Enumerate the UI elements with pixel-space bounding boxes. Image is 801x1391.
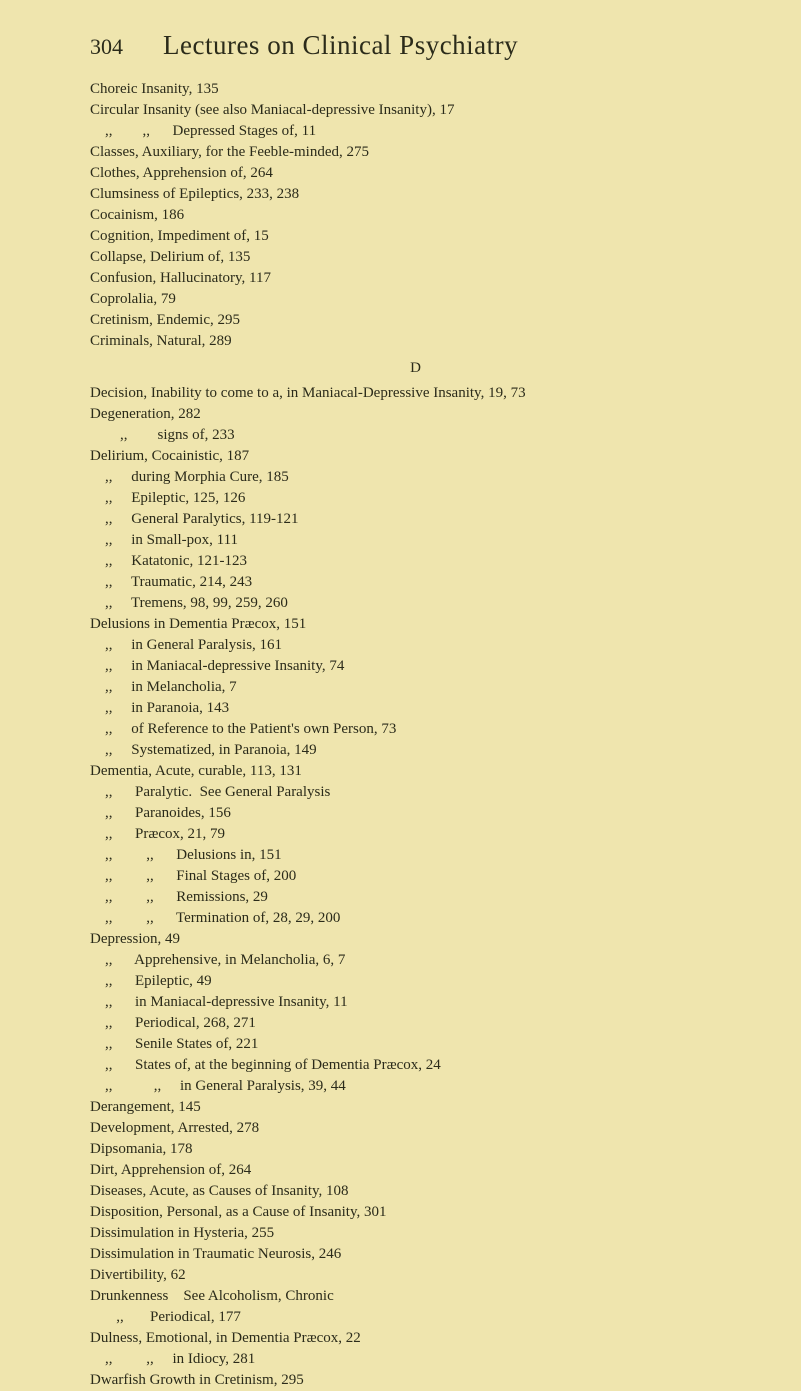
entries-d: Decision, Inability to come to a, in Man… — [90, 383, 741, 1391]
index-entry: Dulness, Emotional, in Dementia Præcox, … — [90, 1328, 741, 1349]
index-entry: Cognition, Impediment of, 15 — [90, 226, 741, 247]
index-entry: ,, ,, Termination of, 28, 29, 200 — [90, 908, 741, 929]
index-entry: Diseases, Acute, as Causes of Insanity, … — [90, 1181, 741, 1202]
index-entry: ,, in General Paralysis, 161 — [90, 635, 741, 656]
index-entry: ,, in Maniacal-depressive Insanity, 74 — [90, 656, 741, 677]
index-entry: ,, in Small-pox, 111 — [90, 530, 741, 551]
index-entry: ,, signs of, 233 — [90, 425, 741, 446]
index-entry: Delusions in Dementia Præcox, 151 — [90, 614, 741, 635]
section-letter: D — [90, 358, 741, 379]
index-entry: Derangement, 145 — [90, 1097, 741, 1118]
index-entry: ,, Epileptic, 125, 126 — [90, 488, 741, 509]
index-entry: Development, Arrested, 278 — [90, 1118, 741, 1139]
index-entry: ,, Præcox, 21, 79 — [90, 824, 741, 845]
index-entry: ,, Periodical, 268, 271 — [90, 1013, 741, 1034]
index-entry: Drunkenness See Alcoholism, Chronic — [90, 1286, 741, 1307]
index-entry: Dissimulation in Hysteria, 255 — [90, 1223, 741, 1244]
index-entry: Clothes, Apprehension of, 264 — [90, 163, 741, 184]
entries-c: Choreic Insanity, 135Circular Insanity (… — [90, 79, 741, 352]
index-entry: Classes, Auxiliary, for the Feeble-minde… — [90, 142, 741, 163]
index-entry: ,, ,, Depressed Stages of, 11 — [90, 121, 741, 142]
index-entry: Delirium, Cocainistic, 187 — [90, 446, 741, 467]
index-entry: ,, Tremens, 98, 99, 259, 260 — [90, 593, 741, 614]
index-entry: Criminals, Natural, 289 — [90, 331, 741, 352]
index-entry: ,, Paranoides, 156 — [90, 803, 741, 824]
index-entry: ,, Systematized, in Paranoia, 149 — [90, 740, 741, 761]
index-entry: Cretinism, Endemic, 295 — [90, 310, 741, 331]
index-entry: ,, States of, at the beginning of Dement… — [90, 1055, 741, 1076]
index-entry: Dementia, Acute, curable, 113, 131 — [90, 761, 741, 782]
page-number: 304 — [90, 34, 123, 60]
index-entry: Dirt, Apprehension of, 264 — [90, 1160, 741, 1181]
index-entry: Cocainism, 186 — [90, 205, 741, 226]
index-entry: Choreic Insanity, 135 — [90, 79, 741, 100]
index-entry: ,, in Melancholia, 7 — [90, 677, 741, 698]
index-entry: Decision, Inability to come to a, in Man… — [90, 383, 741, 404]
index-entry: ,, during Morphia Cure, 185 — [90, 467, 741, 488]
index-entry: Clumsiness of Epileptics, 233, 238 — [90, 184, 741, 205]
index-entry: ,, of Reference to the Patient's own Per… — [90, 719, 741, 740]
index-entry: ,, ,, in General Paralysis, 39, 44 — [90, 1076, 741, 1097]
index-entry: Coprolalia, 79 — [90, 289, 741, 310]
index-entry: ,, in Maniacal-depressive Insanity, 11 — [90, 992, 741, 1013]
page-header: 304 Lectures on Clinical Psychiatry — [90, 30, 741, 61]
index-entry: ,, Periodical, 177 — [90, 1307, 741, 1328]
index-entry: Dipsomania, 178 — [90, 1139, 741, 1160]
index-entry: Divertibility, 62 — [90, 1265, 741, 1286]
index-entry: Collapse, Delirium of, 135 — [90, 247, 741, 268]
index-entry: ,, Traumatic, 214, 243 — [90, 572, 741, 593]
index-entry: ,, General Paralytics, 119-121 — [90, 509, 741, 530]
index-entry: Confusion, Hallucinatory, 117 — [90, 268, 741, 289]
index-entry: ,, ,, Delusions in, 151 — [90, 845, 741, 866]
index-entry: Circular Insanity (see also Maniacal-dep… — [90, 100, 741, 121]
index-entry: Dissimulation in Traumatic Neurosis, 246 — [90, 1244, 741, 1265]
index-entry: Disposition, Personal, as a Cause of Ins… — [90, 1202, 741, 1223]
index-entry: ,, ,, Final Stages of, 200 — [90, 866, 741, 887]
page-title: Lectures on Clinical Psychiatry — [163, 30, 518, 61]
index-entry: ,, Paralytic. See General Paralysis — [90, 782, 741, 803]
index-entry: Degeneration, 282 — [90, 404, 741, 425]
index-entry: ,, Epileptic, 49 — [90, 971, 741, 992]
index-entry: ,, ,, Remissions, 29 — [90, 887, 741, 908]
index-entry: ,, ,, in Idiocy, 281 — [90, 1349, 741, 1370]
index-entry: ,, Katatonic, 121-123 — [90, 551, 741, 572]
index-entry: ,, in Paranoia, 143 — [90, 698, 741, 719]
index-entry: ,, Apprehensive, in Melancholia, 6, 7 — [90, 950, 741, 971]
index-entry: ,, Senile States of, 221 — [90, 1034, 741, 1055]
index-entry: Dwarfish Growth in Cretinism, 295 — [90, 1370, 741, 1391]
index-entry: Depression, 49 — [90, 929, 741, 950]
index-body: Choreic Insanity, 135Circular Insanity (… — [90, 79, 741, 1391]
